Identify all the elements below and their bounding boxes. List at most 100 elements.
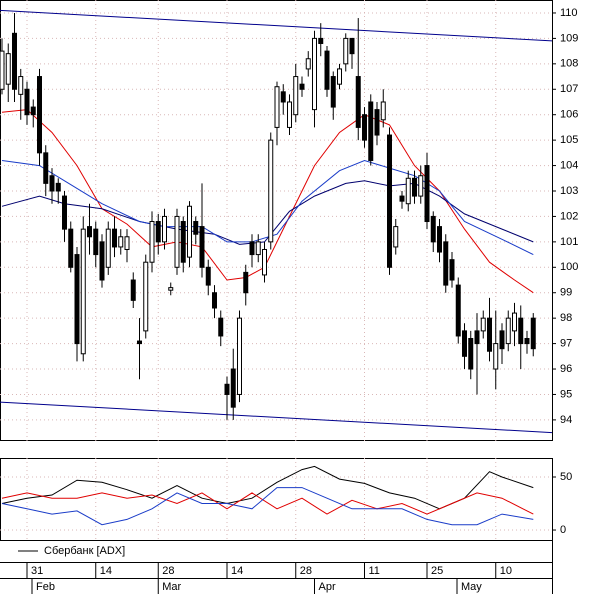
candle-body: [124, 236, 130, 250]
moving-average: [1, 159, 534, 256]
candle-body: [474, 330, 480, 345]
candle-body: [180, 221, 186, 263]
candle-body: [293, 76, 299, 116]
candle-body: [449, 259, 455, 281]
candle-body: [487, 317, 492, 352]
adx-frame: [0, 458, 553, 541]
candle-body: [224, 383, 230, 395]
main-frame: [0, 0, 553, 441]
candle-body: [212, 292, 217, 309]
candle-body: [130, 279, 136, 301]
candle-body: [380, 101, 386, 121]
candle-body: [405, 177, 411, 205]
candle-body: [24, 88, 30, 116]
candle-body: [12, 32, 17, 90]
candle-body: [174, 215, 180, 268]
candle-body: [468, 338, 474, 370]
candle-body: [137, 340, 142, 345]
candle-body: [162, 215, 167, 243]
candle-body: [530, 317, 536, 350]
adx-line: [1, 492, 534, 515]
x-tick-label: 28: [300, 565, 312, 577]
candle-body: [324, 50, 330, 90]
month-label: Mar: [162, 581, 181, 593]
candle-body: [249, 241, 255, 256]
adx-line: [1, 487, 534, 526]
legend-label: Сбербанк [ADX]: [44, 545, 125, 557]
candle-body: [5, 53, 11, 85]
month-label: Apr: [319, 581, 336, 593]
x-tick-label: 28: [162, 565, 174, 577]
candle-body: [518, 317, 524, 345]
candle-body: [255, 241, 261, 256]
y-tick-label: 107: [560, 83, 578, 95]
y-tick-label: 105: [560, 134, 578, 146]
candle-body: [499, 330, 505, 350]
y-tick-label: 108: [560, 58, 578, 70]
candle-body: [343, 37, 349, 65]
candle-body: [230, 368, 236, 408]
y-tick-label: 94: [560, 414, 572, 426]
y-tick-label: 100: [560, 261, 578, 273]
y-tick-label: 99: [560, 287, 572, 299]
candle-body: [262, 248, 267, 276]
candle-body: [462, 330, 467, 357]
candle-body: [412, 177, 417, 197]
candle-body: [30, 106, 36, 116]
y-tick-label: 106: [560, 109, 578, 121]
candle-body: [330, 76, 336, 108]
x-tick-label: 14: [231, 565, 243, 577]
candle-body: [268, 139, 274, 243]
candle-body: [143, 261, 149, 332]
candle-body: [455, 284, 461, 337]
candle-body: [312, 37, 317, 111]
candle-body: [87, 226, 92, 238]
candle-body: [387, 134, 392, 268]
candle-body: [168, 287, 174, 291]
candle-body: [337, 68, 342, 85]
candle-body: [437, 226, 442, 253]
y-tick-label: 0: [560, 524, 566, 536]
x-tick-label: 25: [431, 565, 443, 577]
candle-body: [524, 338, 530, 345]
x-tick-label: 14: [100, 565, 112, 577]
candle-body: [399, 195, 405, 202]
candle-body: [149, 221, 155, 263]
y-tick-label: 103: [560, 185, 578, 197]
candle-body: [55, 182, 61, 192]
candle-body: [368, 101, 374, 161]
candle-body: [512, 312, 517, 332]
candle-body: [199, 226, 205, 268]
y-tick-label: 102: [560, 210, 578, 222]
candle-body: [43, 152, 49, 184]
y-tick-label: 97: [560, 337, 572, 349]
candle-body: [318, 37, 324, 44]
channel-line: [0, 9, 553, 42]
candle-body: [155, 221, 161, 243]
candle-body: [0, 50, 5, 90]
candle-body: [80, 228, 86, 355]
candle-body: [355, 76, 361, 128]
candle-body: [362, 114, 367, 141]
y-tick-label: 98: [560, 312, 572, 324]
candle-body: [505, 317, 511, 345]
candle-body: [68, 228, 74, 268]
candle-body: [218, 317, 224, 337]
candle-body: [299, 83, 305, 90]
y-tick-label: 101: [560, 236, 578, 248]
candle-body: [187, 205, 192, 258]
month-label: May: [461, 581, 482, 593]
y-tick-label: 109: [560, 32, 578, 44]
candle-body: [118, 236, 124, 248]
candle-body: [93, 228, 99, 256]
channel-line: [0, 401, 553, 434]
candle-body: [274, 86, 280, 128]
candle-body: [424, 165, 430, 223]
candle-body: [37, 76, 42, 154]
candle-body: [18, 76, 24, 95]
candle-body: [49, 175, 55, 192]
candle-body: [480, 317, 486, 332]
y-tick-label: 110: [560, 7, 578, 19]
candle-body: [237, 317, 242, 395]
